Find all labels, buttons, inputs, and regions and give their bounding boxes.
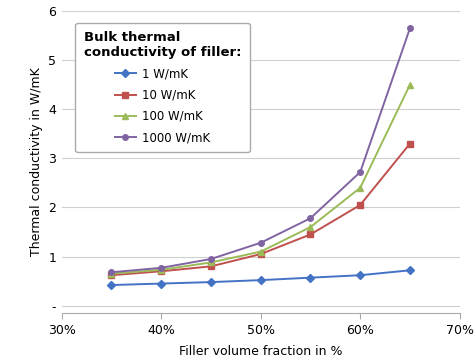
100 W/mK [258, 249, 264, 254]
Line: 100 W/mK: 100 W/mK [108, 81, 413, 277]
1000 W/mK [308, 216, 313, 221]
10 W/mK [208, 264, 214, 269]
1 W/mK [308, 276, 313, 280]
10 W/mK [357, 203, 363, 207]
1000 W/mK [158, 266, 164, 270]
1 W/mK [208, 280, 214, 284]
1 W/mK [258, 278, 264, 282]
1000 W/mK [208, 257, 214, 261]
100 W/mK [158, 268, 164, 272]
1000 W/mK [407, 26, 413, 30]
Y-axis label: Thermal conductivity in W/mK: Thermal conductivity in W/mK [29, 68, 43, 256]
100 W/mK [109, 272, 114, 276]
10 W/mK [308, 232, 313, 237]
1 W/mK [357, 273, 363, 277]
10 W/mK [258, 252, 264, 256]
10 W/mK [109, 273, 114, 277]
Line: 1000 W/mK: 1000 W/mK [109, 25, 413, 275]
1000 W/mK [357, 170, 363, 174]
1000 W/mK [109, 270, 114, 274]
100 W/mK [308, 225, 313, 229]
100 W/mK [407, 82, 413, 87]
1 W/mK [158, 281, 164, 286]
10 W/mK [407, 141, 413, 146]
10 W/mK [158, 269, 164, 273]
Line: 1 W/mK: 1 W/mK [109, 268, 413, 288]
100 W/mK [208, 260, 214, 265]
1000 W/mK [258, 241, 264, 245]
100 W/mK [357, 186, 363, 190]
1 W/mK [109, 283, 114, 287]
X-axis label: Filler volume fraction in %: Filler volume fraction in % [179, 345, 342, 359]
1 W/mK [407, 268, 413, 273]
Legend: 1 W/mK, 10 W/mK, 100 W/mK, 1000 W/mK: 1 W/mK, 10 W/mK, 100 W/mK, 1000 W/mK [75, 23, 249, 153]
Line: 10 W/mK: 10 W/mK [109, 141, 413, 278]
